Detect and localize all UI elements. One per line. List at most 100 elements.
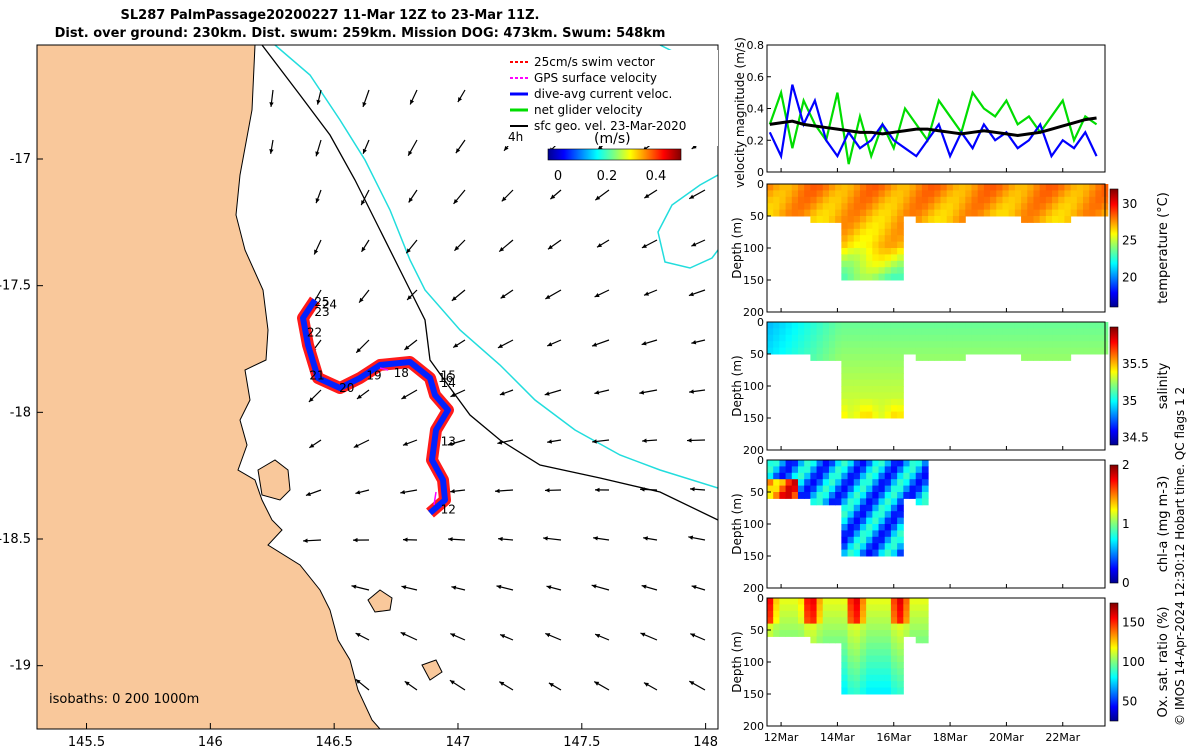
heat-cell [903, 347, 911, 355]
heat-cell [767, 184, 774, 191]
legend-label-net: net glider velocity [534, 103, 642, 117]
geo-arrow-head [689, 389, 694, 394]
heat-cell [1083, 347, 1090, 355]
day-label: 15 [441, 368, 456, 382]
heat-cell [835, 636, 842, 644]
heat-cell [810, 630, 818, 637]
heat-cell [1052, 341, 1059, 349]
heat-cell [804, 203, 811, 211]
heat-cell [890, 184, 898, 191]
map-ytick-label: -17 [10, 152, 31, 167]
heat-cell [903, 630, 911, 637]
heat-cell [1027, 184, 1034, 191]
heat-cell [773, 322, 780, 329]
heat-cell [884, 203, 892, 211]
heat-cell [835, 485, 842, 493]
geo-velocity-arrows [269, 89, 706, 691]
heat-cell [921, 216, 929, 223]
heat-cell [909, 209, 917, 217]
heat-cell [828, 354, 836, 361]
heat-cell [785, 610, 793, 618]
geo-arrow-head [499, 681, 505, 686]
heat-cell [990, 347, 997, 355]
heat-cell [1033, 347, 1041, 355]
heat-cell [1064, 203, 1072, 211]
heat-cell [897, 687, 904, 695]
heat-cell [872, 235, 880, 243]
heat-cell [822, 341, 830, 349]
geo-arrow-head [450, 633, 456, 638]
heat-cell [884, 241, 892, 249]
heat-cell [872, 549, 880, 557]
heat-cell [767, 328, 774, 336]
heat-cell [828, 196, 836, 204]
time-tick-label: 16Mar [876, 731, 911, 744]
heat-cell [767, 472, 774, 480]
heat-cell [822, 334, 830, 342]
heat-cell [847, 222, 855, 230]
heat-cell [810, 209, 818, 217]
heat-cell [983, 196, 991, 204]
heat-cell [791, 322, 799, 329]
heat-cell [884, 472, 892, 480]
heat-cell [841, 511, 849, 519]
heat-cell [971, 196, 979, 204]
heat-cell [1101, 190, 1109, 198]
heat-cell [859, 460, 867, 467]
depth-tick-label: 200 [743, 444, 764, 457]
heat-cell [859, 398, 867, 406]
heat-cell [791, 610, 799, 618]
heat-cell [940, 216, 948, 223]
heat-cell [884, 254, 892, 262]
heat-cell [940, 334, 948, 342]
time-tick-label: 12Mar [764, 731, 799, 744]
heat-cell [878, 623, 886, 631]
heat-cell [1002, 196, 1010, 204]
heat-cell [890, 360, 898, 368]
geo-arrow-head [597, 243, 603, 248]
heat-cell [816, 492, 824, 499]
heat-cell [853, 196, 861, 204]
heat-cell [1039, 347, 1047, 355]
heat-cell [952, 354, 960, 361]
time-tick-label: 20Mar [989, 731, 1024, 744]
heat-cell [921, 479, 929, 487]
heat-cell [884, 630, 892, 637]
heat-cell [878, 354, 886, 361]
heat-cell [878, 386, 886, 393]
heat-cell [1008, 347, 1016, 355]
heat-cell [847, 392, 855, 400]
heat-cell [884, 209, 892, 217]
heat-cell [779, 209, 787, 217]
heat-cell [890, 511, 898, 519]
heat-cell [810, 322, 818, 329]
heat-cell [915, 196, 923, 204]
map-xtick-label: 145.5 [68, 735, 105, 750]
heat-cell [853, 530, 861, 538]
heat-cell [773, 328, 780, 336]
heat-cell [1045, 334, 1053, 342]
heat-cell [853, 267, 861, 275]
heat-cell [1014, 209, 1022, 217]
heat-cell [866, 373, 873, 381]
heat-cell [872, 267, 880, 275]
geo-arrow-head [361, 200, 366, 206]
heat-cell [897, 190, 904, 198]
geo-arrow-head [451, 296, 457, 301]
heat-cell [897, 649, 904, 657]
heat-cell [1021, 209, 1028, 217]
heat-cell [878, 498, 886, 506]
heat-cell [847, 360, 855, 368]
heat-cell [890, 398, 898, 406]
heat-cell [779, 460, 787, 467]
heat-cell [1039, 203, 1047, 211]
heat-cell [866, 235, 873, 243]
heat-cell [897, 549, 904, 557]
heat-cell [959, 216, 966, 223]
heat-cell [841, 228, 849, 236]
geo-arrow-head [361, 246, 366, 252]
heat-cell [878, 273, 886, 281]
heat-cell [816, 322, 824, 329]
heat-cell [847, 347, 855, 355]
depth-tick-label: 200 [743, 582, 764, 595]
